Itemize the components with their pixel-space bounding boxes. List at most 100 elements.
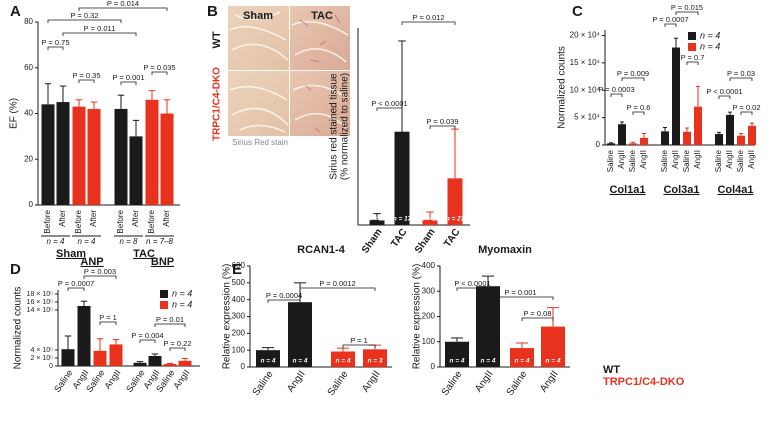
y-tick-label: 0 [29,200,34,209]
y-axis-label: Sirius red stained tissue [329,73,340,180]
p-value: P = 0.75 [41,38,69,47]
significance-bracket [67,287,85,291]
bar [41,104,55,205]
y-tick-label: 100 [422,337,436,346]
x-tick-label: After [89,210,98,227]
significance-bracket [401,21,456,25]
x-tick-label: Saline [736,149,745,172]
p-value: P = 0.012 [412,13,444,22]
significance-bracket [621,77,645,81]
bar [148,356,162,366]
error-bar [685,127,689,132]
p-value: P = 0.08 [523,309,551,318]
panel-letter: D [10,261,21,278]
x-tick-label: AngII [693,150,702,169]
significance-bracket [429,125,456,129]
p-value: P < 0.0001 [454,279,490,288]
group-label: Col3a1 [663,184,699,196]
panel-letter: C [572,3,583,20]
x-tick-label: TAC [389,227,409,250]
p-value: P < 0.0001 [371,99,407,108]
y-tick-label: 2 × 10⁵ [30,355,53,362]
image-column-label: Sham [243,10,273,22]
n-label: n = 4 [77,237,96,246]
error-bar [398,40,406,132]
significance-bracket [664,23,677,27]
bar [114,108,128,205]
bar [256,350,280,367]
bar [61,349,75,366]
significance-bracket [151,71,168,75]
panel: E RCAN1-4 Relative expression (%) 0 100 200 30… [222,244,392,398]
bar [672,47,680,145]
significance-bracket [299,287,376,291]
error-bar [547,307,559,327]
x-tick-label: Before [147,209,156,233]
bar [363,349,387,367]
significance-bracket [376,107,403,111]
significance-bracket [169,347,186,351]
error-bar [337,347,349,352]
p-value: P = 0.01 [156,315,184,324]
significance-bracket [686,61,699,65]
group-label: TAC [133,248,155,260]
x-tick-label: After [162,210,171,227]
chart-title: RCAN1-4 [297,244,346,256]
y-axis-label: EF (%) [9,98,20,129]
bar-label: n = 4 [336,358,351,365]
bar [640,137,648,145]
bar [163,364,177,366]
p-value: P = 0.03 [727,69,755,78]
group-label: Sham [56,248,86,260]
bar-label: n = 4 [261,358,276,365]
error-bar [151,353,159,356]
bar [331,351,355,367]
bar [72,106,86,205]
p-value: P = 0.011 [84,24,116,33]
bar [748,125,756,145]
significance-bracket [120,81,137,85]
image-row-label: TRPC1/C4-DKO [212,67,223,141]
legend-label: n = 4 [700,30,720,40]
error-bar [262,347,274,351]
p-value: P = 0.0007 [652,15,688,24]
group-label: Col1a1 [609,184,645,196]
y-tick-label: 400 [422,261,436,270]
group-label: Col4a1 [717,184,753,196]
error-bar [166,362,174,364]
legend-swatch [160,290,168,298]
significance-bracket [47,46,64,50]
x-tick-label: AngII [360,369,382,394]
error-bar [163,99,171,114]
bar [369,219,385,225]
group-label: BNP [151,256,174,268]
significance-bracket [610,93,623,97]
p-value: P = 0.009 [617,69,649,78]
legend-label: n = 4 [172,288,192,298]
n-label: n = 4 [46,237,65,246]
panel-letter: B [207,3,218,20]
x-tick-label: AngII [617,150,626,169]
significance-bracket [675,11,699,15]
error-bar [451,337,463,342]
p-value: P = 1 [350,336,368,345]
legend-label: TRPC1/C4-DKO [603,376,685,388]
x-tick-label: AngII [102,368,122,391]
y-tick-label: 200 [422,312,436,321]
bar [541,326,565,367]
y-tick-label: 0 [241,362,246,371]
y-tick-label: 300 [232,312,246,321]
x-tick-label: AngII [639,150,648,169]
x-tick-label: Saline [660,149,669,172]
error-bar [148,90,156,100]
bar [93,350,107,366]
x-tick-label: Saline [52,368,75,394]
significance-bracket [521,317,554,321]
x-tick-label: Before [43,209,52,233]
x-tick-label: AngII [747,150,756,169]
image-column-label: TAC [311,10,333,22]
bar-label: n = 4 [515,358,530,365]
error-bar [663,126,667,132]
significance-bracket [83,275,117,279]
